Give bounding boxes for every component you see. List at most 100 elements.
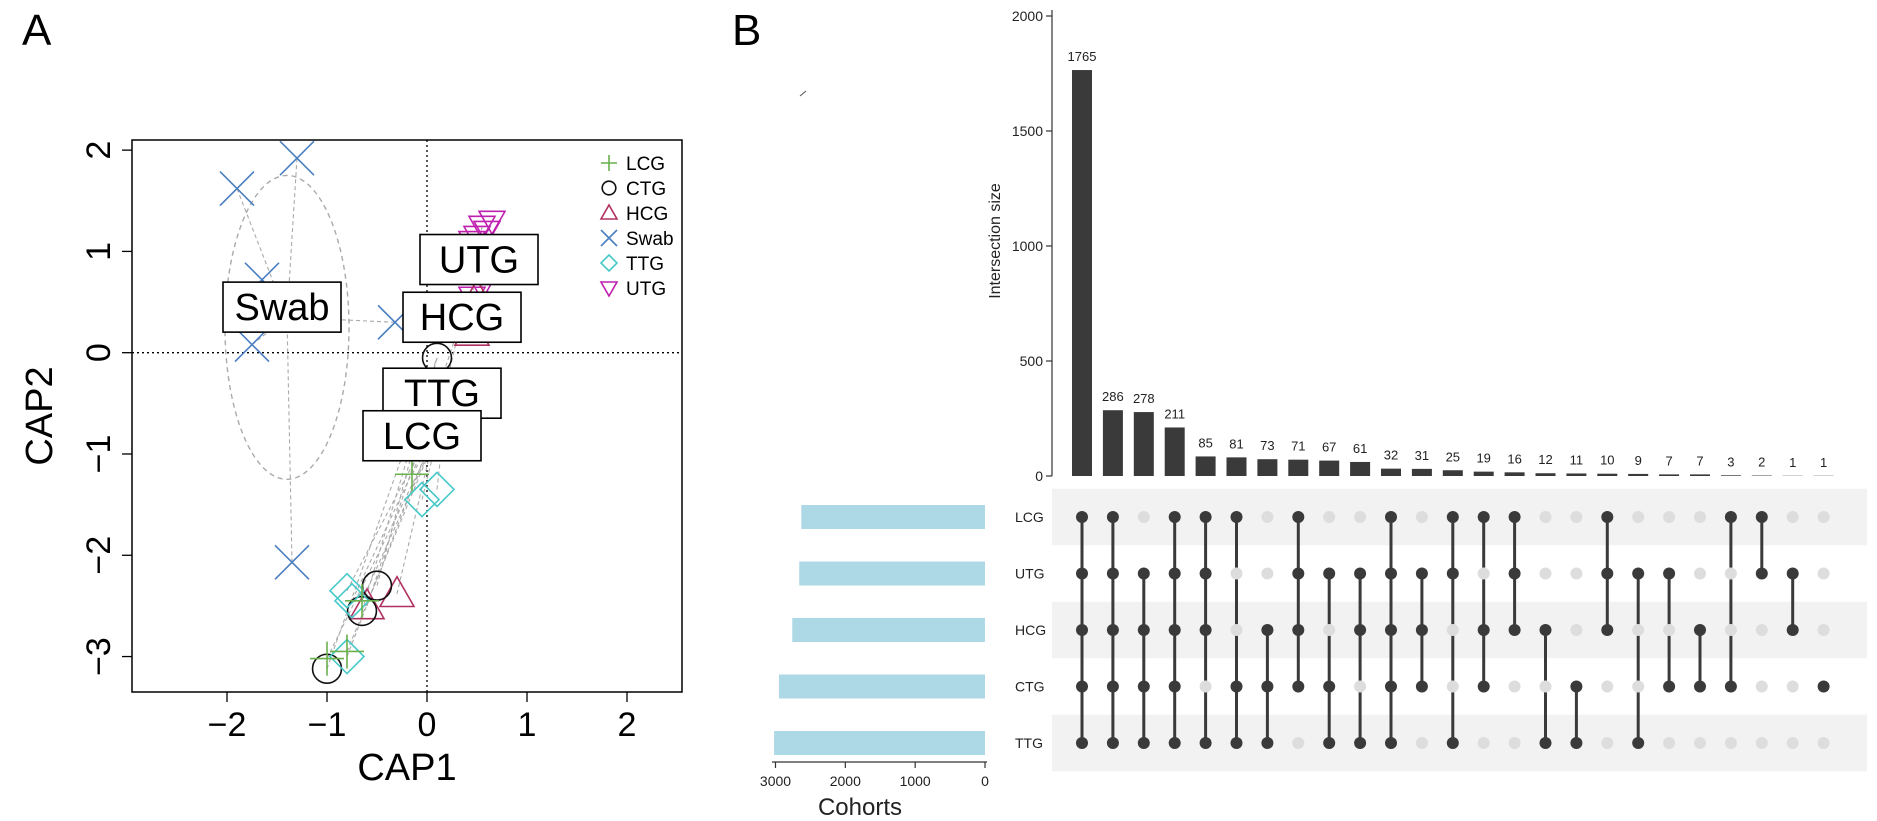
intersection-bar (1350, 461, 1371, 476)
intersection-bar (1072, 70, 1092, 477)
intersection-bar (1504, 472, 1525, 476)
set-size-bar (792, 618, 985, 642)
matrix-dot-on (1076, 567, 1088, 580)
upset-panel: 0 500 1000 1500 2000 Intersection size 1765 286… (760, 8, 1867, 821)
intersection-bar-label: 85 (1198, 435, 1212, 450)
spider-line (286, 158, 298, 318)
matrix-dot-on (1539, 737, 1552, 749)
matrix-dot-on (1354, 624, 1367, 636)
matrix-dot-on (1570, 680, 1583, 693)
matrix-dot-off (1261, 567, 1274, 580)
y-tick-label: 1 (80, 242, 118, 261)
matrix-dot-on (1755, 567, 1768, 580)
legend-label: UTG (626, 279, 666, 300)
legend-label: Swab (626, 229, 674, 250)
intersection-bar (1442, 470, 1463, 476)
matrix-dot-on (1354, 737, 1367, 749)
set-size-x-tick-label: 2000 (830, 773, 861, 789)
matrix-dot-off (1323, 511, 1336, 523)
matrix-dot-on (1292, 624, 1305, 636)
matrix-dot-on (1199, 737, 1212, 749)
data-point-swab (274, 544, 310, 580)
matrix-dot-off (1354, 680, 1367, 693)
group-ellipse (224, 174, 350, 481)
legend-label: TTG (626, 254, 664, 275)
intersection-bar-label: 9 (1635, 453, 1642, 468)
x-tick-label: 2 (618, 706, 637, 744)
matrix-dot-on (1230, 511, 1243, 523)
matrix-dot-off (1415, 737, 1428, 749)
intersection-bar-label: 25 (1446, 449, 1460, 464)
matrix-dot-off (1570, 511, 1583, 523)
matrix-dot-on (1168, 511, 1181, 523)
bar-y-axis-label: Intersection size (987, 183, 1004, 299)
data-point-lcg (395, 457, 429, 492)
matrix-dot-on (1508, 624, 1521, 636)
legend-label: HCG (626, 204, 668, 225)
matrix-dot-on (1323, 680, 1336, 693)
data-point-ttg (333, 582, 371, 619)
matrix-dot-off (1292, 737, 1305, 749)
set-name-label: UTG (1015, 566, 1045, 582)
matrix-dot-off (1632, 624, 1645, 636)
matrix-dot-on (1446, 737, 1459, 749)
set-name-label: CTG (1015, 679, 1045, 695)
intersection-bar (1411, 468, 1432, 476)
intersection-bar (1473, 471, 1494, 476)
y-tick-label: −3 (80, 637, 118, 676)
y-tick-label: −2 (80, 536, 118, 575)
intersection-bar-label: 211 (1164, 406, 1185, 421)
matrix-dot-off (1755, 680, 1768, 693)
set-size-bar (799, 561, 985, 586)
matrix-dot-on (1292, 680, 1305, 693)
x-tick-label: −1 (308, 706, 347, 744)
panel-label-b: B (732, 6, 761, 55)
matrix-dot-on (1385, 737, 1397, 749)
y-axis-label: CAP2 (19, 366, 61, 465)
matrix-dot-on (1354, 567, 1367, 580)
matrix-dot-on (1106, 624, 1119, 636)
matrix-dot-on (1601, 567, 1614, 580)
intersection-bar (1257, 459, 1278, 476)
spider-line (361, 433, 438, 602)
matrix-dot-off (1663, 511, 1676, 523)
set-name-label: LCG (1015, 509, 1044, 525)
intersection-bar (1659, 474, 1680, 476)
matrix-dot-on (1694, 624, 1706, 636)
matrix-dot-on (1199, 567, 1212, 580)
data-point-swab (279, 140, 315, 176)
set-size-axis-label: Cohorts (818, 794, 902, 821)
intersection-bar-label: 1 (1820, 455, 1827, 470)
set-size-bar (801, 505, 985, 529)
matrix-dot-on (1385, 680, 1397, 693)
matrix-dot-off (1601, 680, 1614, 693)
matrix-dot-on (1106, 567, 1119, 580)
intersection-bar-label: 7 (1665, 453, 1672, 468)
matrix-dot-on (1261, 624, 1274, 636)
intersection-bar (1164, 427, 1185, 476)
matrix-dot-off (1632, 511, 1645, 523)
intersection-bar-label: 67 (1322, 440, 1336, 455)
matrix-dot-off (1570, 624, 1583, 636)
x-axis-label: CAP1 (357, 747, 456, 789)
matrix-dot-on (1632, 567, 1645, 580)
matrix-dot-off (1755, 737, 1768, 749)
matrix-dot-on (1415, 624, 1428, 636)
intersection-bar-label: 71 (1291, 439, 1305, 454)
matrix-dot-off (1477, 567, 1490, 580)
matrix-dot-off (1724, 737, 1737, 749)
matrix-dot-on (1508, 511, 1521, 523)
data-point-utg (477, 210, 507, 236)
bar-y-tick-label: 0 (1035, 468, 1043, 484)
matrix-dot-off (1137, 511, 1150, 523)
group-label: HCG (420, 297, 504, 339)
group-label: UTG (439, 240, 519, 282)
matrix-dot-off (1415, 511, 1428, 523)
spider-line (366, 317, 463, 607)
matrix-dot-on (1076, 624, 1088, 636)
intersection-bar (1720, 475, 1741, 476)
intersection-bar-label: 7 (1696, 453, 1703, 468)
data-point-hcg (378, 575, 416, 608)
group-label-box (362, 409, 482, 462)
set-size-bar (774, 731, 985, 755)
